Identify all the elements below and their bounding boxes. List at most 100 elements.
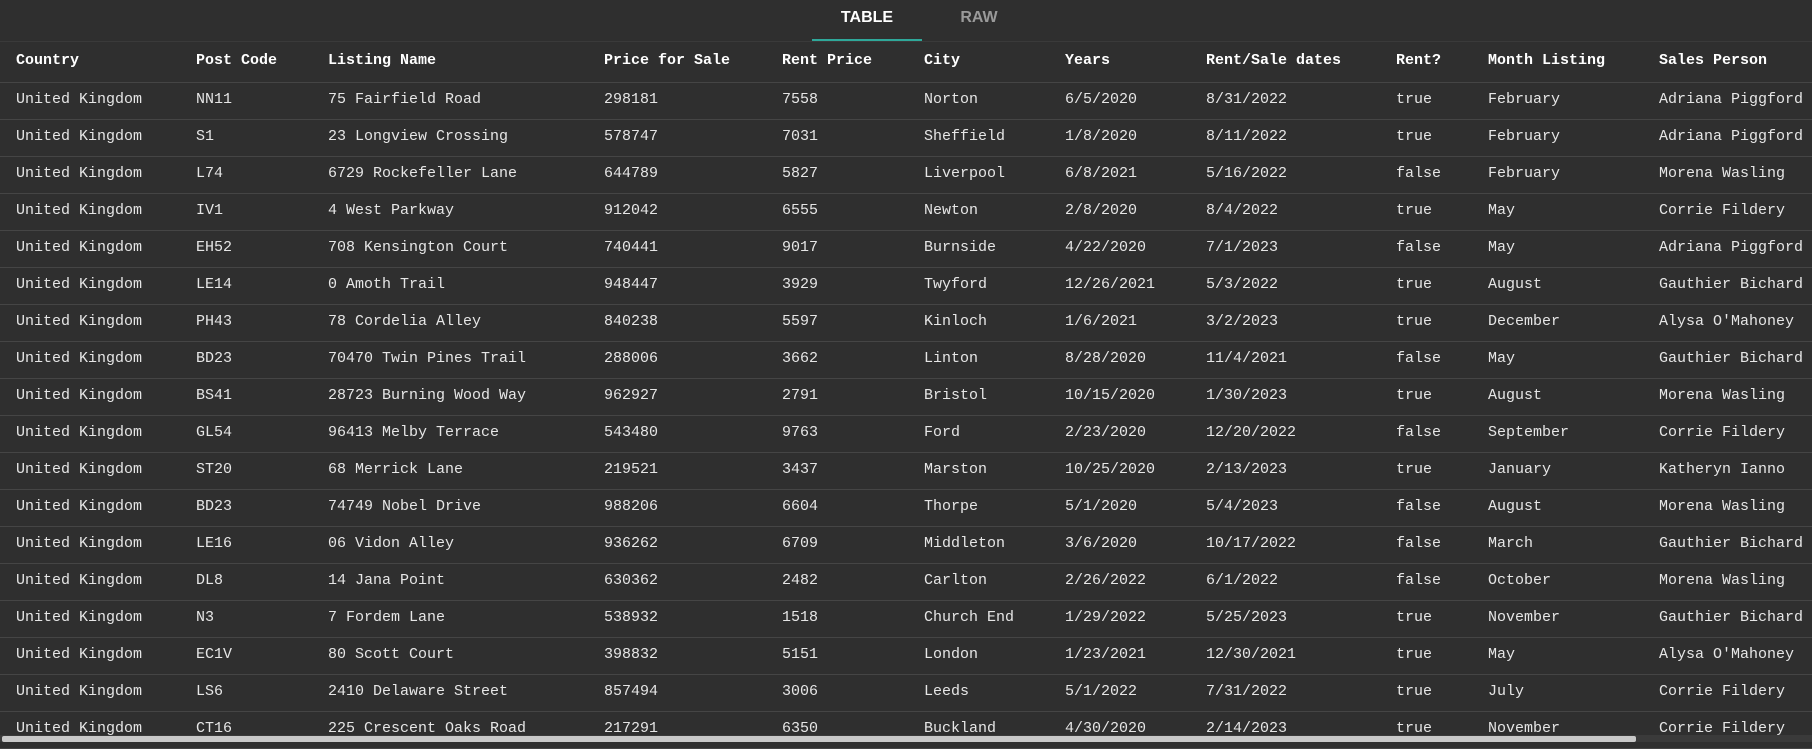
- table-cell: Katheryn Ianno: [1659, 461, 1786, 478]
- column-header[interactable]: Years: [1065, 52, 1111, 69]
- table-cell: Morena Wasling: [1659, 387, 1786, 404]
- table-cell: January: [1488, 461, 1552, 478]
- table-cell: true: [1396, 609, 1433, 626]
- table-cell: Gauthier Bichard: [1659, 350, 1804, 367]
- table-cell: false: [1396, 165, 1442, 182]
- table-cell: 5151: [782, 646, 819, 663]
- table-cell: false: [1396, 498, 1442, 515]
- table-cell: false: [1396, 239, 1442, 256]
- tab-divider: [0, 41, 1812, 42]
- column-header[interactable]: Rent?: [1396, 52, 1442, 69]
- table-cell: DL8: [196, 572, 224, 589]
- table-cell: May: [1488, 202, 1516, 219]
- table-tab[interactable]: TABLE: [840, 9, 894, 26]
- table-cell: May: [1488, 239, 1516, 256]
- table-cell: 3/2/2023: [1206, 313, 1279, 330]
- column-header[interactable]: Price for Sale: [604, 52, 731, 69]
- column-header[interactable]: Sales Person: [1659, 52, 1768, 69]
- table-cell: United Kingdom: [16, 461, 143, 478]
- table-cell: 538932: [604, 609, 659, 626]
- table-cell: London: [924, 646, 979, 663]
- table-cell: 543480: [604, 424, 659, 441]
- table-cell: 1/23/2021: [1065, 646, 1147, 663]
- column-header[interactable]: Post Code: [196, 52, 278, 69]
- table-cell: L74: [196, 165, 224, 182]
- table-cell: Alysa O'Mahoney: [1659, 313, 1795, 330]
- row-divider: [0, 118, 1812, 120]
- table-cell: August: [1488, 387, 1543, 404]
- table-cell: 7 Fordem Lane: [328, 609, 446, 626]
- table-cell: United Kingdom: [16, 535, 143, 552]
- row-divider: [0, 673, 1812, 675]
- row-divider: [0, 377, 1812, 379]
- table-cell: Buckland: [924, 720, 997, 737]
- table-cell: CT16: [196, 720, 233, 737]
- table-cell: 298181: [604, 91, 659, 108]
- table-cell: Corrie Fildery: [1659, 720, 1786, 737]
- table-cell: 10/17/2022: [1206, 535, 1297, 552]
- row-divider: [0, 747, 1812, 749]
- table-cell: Morena Wasling: [1659, 165, 1786, 182]
- table-cell: 936262: [604, 535, 659, 552]
- table-cell: 2/26/2022: [1065, 572, 1147, 589]
- table-cell: 6555: [782, 202, 819, 219]
- table-cell: 5/1/2020: [1065, 498, 1138, 515]
- table-cell: true: [1396, 387, 1433, 404]
- table-cell: 2/13/2023: [1206, 461, 1288, 478]
- table-cell: October: [1488, 572, 1552, 589]
- table-cell: Gauthier Bichard: [1659, 609, 1804, 626]
- table-cell: 8/4/2022: [1206, 202, 1279, 219]
- active-tab-indicator: [812, 39, 922, 41]
- table-cell: Corrie Fildery: [1659, 424, 1786, 441]
- table-cell: February: [1488, 165, 1561, 182]
- table-cell: true: [1396, 91, 1433, 108]
- table-cell: 80 Scott Court: [328, 646, 455, 663]
- column-header[interactable]: Rent/Sale dates: [1206, 52, 1342, 69]
- header-divider: [0, 82, 1812, 83]
- table-cell: 5/4/2023: [1206, 498, 1279, 515]
- table-cell: December: [1488, 313, 1561, 330]
- table-cell: 11/4/2021: [1206, 350, 1288, 367]
- table-cell: August: [1488, 498, 1543, 515]
- table-cell: false: [1396, 572, 1442, 589]
- column-header[interactable]: Listing Name: [328, 52, 437, 69]
- table-cell: Morena Wasling: [1659, 572, 1786, 589]
- table-cell: 217291: [604, 720, 659, 737]
- table-cell: United Kingdom: [16, 276, 143, 293]
- scrollbar-thumb[interactable]: [2, 736, 1636, 742]
- raw-tab[interactable]: RAW: [960, 9, 998, 26]
- table-cell: true: [1396, 313, 1433, 330]
- table-cell: United Kingdom: [16, 91, 143, 108]
- table-cell: 962927: [604, 387, 659, 404]
- table-cell: 288006: [604, 350, 659, 367]
- table-cell: United Kingdom: [16, 683, 143, 700]
- table-cell: 0 Amoth Trail: [328, 276, 446, 293]
- table-cell: 75 Fairfield Road: [328, 91, 482, 108]
- table-cell: May: [1488, 350, 1516, 367]
- row-divider: [0, 488, 1812, 490]
- column-header[interactable]: Rent Price: [782, 52, 873, 69]
- table-cell: Newton: [924, 202, 979, 219]
- table-cell: 74749 Nobel Drive: [328, 498, 482, 515]
- table-cell: true: [1396, 461, 1433, 478]
- table-cell: 5597: [782, 313, 819, 330]
- table-cell: 12/30/2021: [1206, 646, 1297, 663]
- table-cell: February: [1488, 128, 1561, 145]
- table-cell: 1518: [782, 609, 819, 626]
- table-cell: N3: [196, 609, 215, 626]
- table-cell: S1: [196, 128, 215, 145]
- table-cell: July: [1488, 683, 1525, 700]
- table-cell: true: [1396, 683, 1433, 700]
- table-cell: 6/5/2020: [1065, 91, 1138, 108]
- table-cell: Gauthier Bichard: [1659, 535, 1804, 552]
- column-header[interactable]: Month Listing: [1488, 52, 1606, 69]
- table-cell: LS6: [196, 683, 224, 700]
- column-header[interactable]: Country: [16, 52, 80, 69]
- table-cell: 912042: [604, 202, 659, 219]
- table-cell: GL54: [196, 424, 233, 441]
- table-cell: BD23: [196, 350, 233, 367]
- column-header[interactable]: City: [924, 52, 961, 69]
- table-cell: 9763: [782, 424, 819, 441]
- table-cell: United Kingdom: [16, 202, 143, 219]
- table-cell: 398832: [604, 646, 659, 663]
